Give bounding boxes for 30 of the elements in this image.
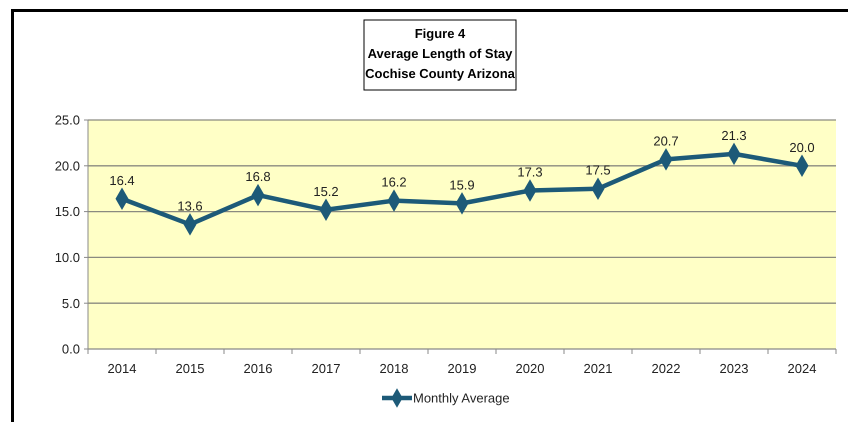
data-label: 16.8 <box>245 169 271 184</box>
x-tick-label: 2022 <box>652 361 680 376</box>
y-tick-label: 25.0 <box>54 112 80 128</box>
x-tick-label: 2020 <box>516 361 544 376</box>
y-tick-label: 20.0 <box>54 158 80 174</box>
data-label: 13.6 <box>177 198 203 214</box>
data-label: 17.5 <box>585 162 611 178</box>
data-label: 15.9 <box>449 177 475 192</box>
x-tick-label: 2018 <box>380 361 408 376</box>
x-tick-label: 2024 <box>788 361 816 376</box>
data-label: 20.7 <box>653 133 679 148</box>
data-label: 16.4 <box>109 172 135 188</box>
y-tick-label: 0.0 <box>62 342 80 357</box>
x-tick-label: 2015 <box>176 361 204 376</box>
x-tick-label: 2019 <box>448 361 476 376</box>
x-tick-label: 2021 <box>584 361 612 376</box>
data-label: 16.2 <box>381 174 407 190</box>
legend-label: Monthly Average <box>413 390 510 406</box>
x-tick-label: 2017 <box>312 361 340 376</box>
y-tick-label: 5.0 <box>62 296 80 311</box>
y-tick-label: 10.0 <box>54 250 80 265</box>
data-label: 15.2 <box>313 184 339 199</box>
x-tick-label: 2023 <box>720 361 748 376</box>
y-tick-label: 15.0 <box>54 204 80 220</box>
data-label: 17.3 <box>517 164 543 180</box>
data-label: 20.0 <box>789 140 815 155</box>
data-label: 21.3 <box>721 128 747 143</box>
x-tick-label: 2016 <box>244 361 272 376</box>
x-tick-label: 2014 <box>108 361 136 376</box>
chart-title: Figure 4 Average Length of Stay Cochise County Arizona <box>365 26 516 81</box>
